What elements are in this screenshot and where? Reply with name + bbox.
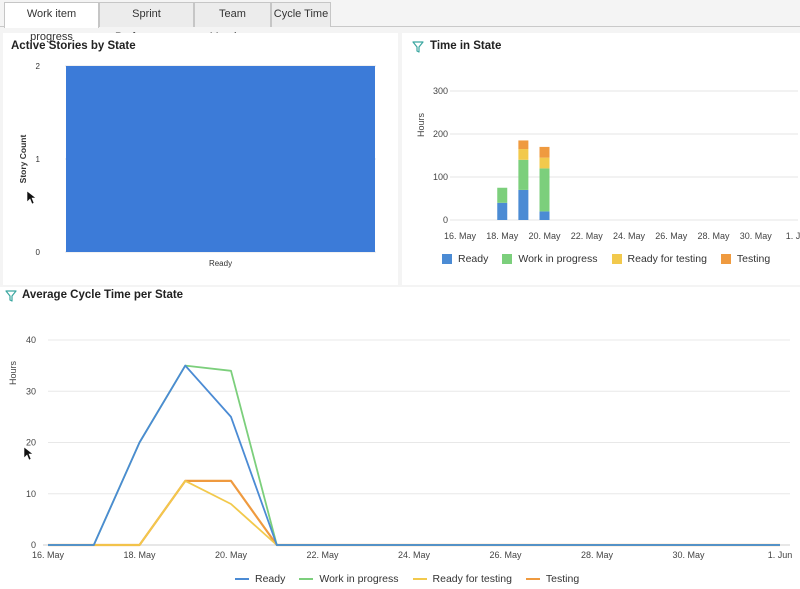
bar-segment-ready-for-testing <box>518 149 529 160</box>
bar-segment-testing <box>539 146 550 158</box>
legend-item-testing[interactable]: Testing <box>720 253 771 265</box>
x-tick-label: 16. May <box>32 550 65 560</box>
y-axis-title: Hours <box>416 113 426 138</box>
series-line-ready <box>48 364 780 546</box>
legend-item-work-in-progress[interactable]: Work in progress <box>299 573 399 585</box>
panel-average-cycle-time: Average Cycle Time per State 0 10 20 30 40 Ho… <box>0 287 800 589</box>
legend-label-work-in-progress: Work in progress <box>319 573 399 585</box>
x-tick-label: 18. May <box>486 231 519 241</box>
y-tick-label: 200 <box>433 129 448 139</box>
x-tick-label: 22. May <box>306 550 339 560</box>
panel-time-in-state: Time in State 0 100 200 300 Hours 16. May 18. … <box>402 33 800 285</box>
panel-active-stories: Active Stories by State 0 1 2 Ready Story Co… <box>3 33 398 285</box>
legend-swatch-work-in-progress <box>502 254 513 264</box>
panel-title-active-stories: Active Stories by State <box>11 40 136 52</box>
x-tick-label: 26. May <box>489 550 522 560</box>
legend-label-ready: Ready <box>255 573 286 585</box>
bar-segment-ready-for-testing <box>539 157 550 169</box>
legend-swatch-ready <box>442 254 452 264</box>
mouse-cursor-icon <box>27 191 37 205</box>
bar-segment-work-in-progress <box>518 159 529 190</box>
tab-cycle-time[interactable]: Cycle Time <box>271 2 331 27</box>
bar-segment-work-in-progress <box>539 168 550 212</box>
bar-segment-work-in-progress <box>497 187 508 203</box>
legend-label-ready-for-testing: Ready for testing <box>627 253 707 265</box>
x-tick-label: 20. May <box>528 231 561 241</box>
x-tick-label: 24. May <box>613 231 646 241</box>
series-line-testing <box>48 479 780 547</box>
x-tick-label: 1. Jun <box>786 231 800 241</box>
legend-item-ready[interactable]: Ready <box>442 253 488 265</box>
y-tick-label: 20 <box>26 438 36 448</box>
legend-label-testing: Testing <box>545 573 580 585</box>
legend-swatch-ready <box>235 578 249 580</box>
y-tick-label: 0 <box>31 540 36 550</box>
x-tick-label: 1. Jun <box>768 550 793 560</box>
x-tick-label: 20. May <box>215 550 248 560</box>
bar-segment-ready <box>539 211 550 220</box>
y-tick-label: 100 <box>433 172 448 182</box>
y-tick-label: 40 <box>26 335 36 345</box>
legend-label-work-in-progress: Work in progress <box>518 253 598 265</box>
y-axis-title: Hours <box>8 361 18 386</box>
average-cycle-time-legend: Ready Work in progress Ready for testing… <box>235 573 593 585</box>
y-tick-label: 300 <box>433 86 448 96</box>
filter-icon[interactable] <box>5 290 17 302</box>
x-tick-label: Ready <box>209 259 232 268</box>
tab-team-members[interactable]: Team Members <box>194 2 271 43</box>
x-tick-label: 30. May <box>740 231 773 241</box>
y-tick-label: 2 <box>36 62 41 71</box>
legend-item-testing[interactable]: Testing <box>525 573 580 585</box>
x-tick-label: 18. May <box>123 550 156 560</box>
legend-item-work-in-progress[interactable]: Work in progress <box>502 253 598 265</box>
legend-label-ready: Ready <box>458 253 489 265</box>
series-line-ready-for-testing <box>48 479 780 546</box>
y-tick-label: 1 <box>36 155 41 164</box>
bar-segment-ready <box>497 202 508 220</box>
x-tick-label: 28. May <box>581 550 614 560</box>
y-tick-label: 0 <box>443 215 448 225</box>
x-tick-label: 30. May <box>672 550 705 560</box>
filter-icon[interactable] <box>412 41 424 53</box>
x-tick-label: 28. May <box>697 231 730 241</box>
tab-work-item-progress[interactable]: Work item progress <box>4 2 99 43</box>
time-in-state-chart: 0 100 200 300 Hours 16. May 18. May 20. May 22. … <box>416 86 800 241</box>
tab-bar: Work item progress Sprint Performance Te… <box>0 0 800 43</box>
legend-swatch-work-in-progress <box>299 578 314 580</box>
mouse-cursor-icon <box>24 447 34 461</box>
y-tick-label: 30 <box>26 386 36 396</box>
x-tick-label: 26. May <box>655 231 688 241</box>
bar-segment-ready <box>518 189 529 220</box>
active-stories-chart: 0 1 2 Ready Story Count <box>18 62 376 268</box>
bar-ready <box>66 66 375 252</box>
bar-segment-testing <box>518 140 529 150</box>
x-tick-label: 16. May <box>444 231 477 241</box>
legend-swatch-testing <box>720 254 731 264</box>
legend-swatch-ready-for-testing <box>611 254 622 264</box>
y-axis-title: Story Count <box>18 135 28 184</box>
legend-swatch-testing <box>525 578 540 580</box>
tab-bar-baseline <box>0 26 800 27</box>
y-tick-label: 0 <box>36 248 41 257</box>
legend-swatch-ready-for-testing <box>412 578 427 580</box>
legend-item-ready[interactable]: Ready <box>235 573 285 585</box>
panel-title-average-cycle-time: Average Cycle Time per State <box>22 289 184 301</box>
tab-sprint-performance[interactable]: Sprint Performance <box>99 2 194 43</box>
legend-label-ready-for-testing: Ready for testing <box>432 573 512 585</box>
legend-item-ready-for-testing[interactable]: Ready for testing <box>611 253 707 265</box>
y-tick-label: 10 <box>26 489 36 499</box>
average-cycle-time-chart: 0 10 20 30 40 Hours 16. May 18. May 20. May 22. M… <box>8 335 793 560</box>
panel-title-time-in-state: Time in State <box>430 40 502 52</box>
x-tick-label: 24. May <box>398 550 431 560</box>
x-tick-label: 22. May <box>571 231 604 241</box>
time-in-state-legend: Ready Work in progress Ready for testing… <box>442 253 784 265</box>
legend-item-ready-for-testing[interactable]: Ready for testing <box>412 573 512 585</box>
legend-label-testing: Testing <box>736 253 771 265</box>
